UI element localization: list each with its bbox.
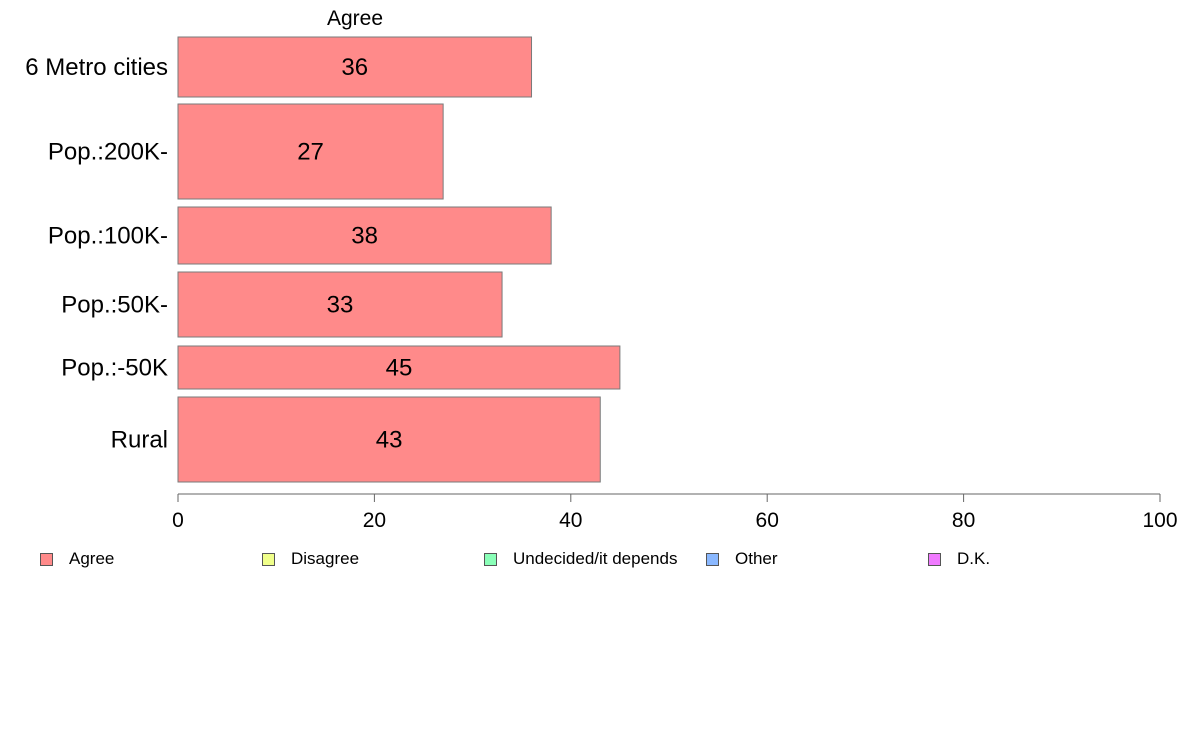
x-tick-label-60: 60 — [756, 509, 779, 532]
category-label-pop-50k: Pop.:50K- — [61, 292, 168, 319]
x-tick-label-20: 20 — [363, 509, 386, 532]
bar-chart: Agree 36 27 38 33 45 43 6 Metro cities Pop.:20… — [25, 7, 1177, 532]
legend-label-undecided: Undecided/it depends — [513, 549, 678, 568]
data-label-pop-200k: 27 — [297, 139, 324, 166]
legend-item-dk: D.K. — [928, 548, 990, 570]
category-label-pop-50k: Pop.:-50K — [61, 355, 168, 382]
bar-pop-100k — [177, 206, 552, 265]
bar-pop-200k — [177, 103, 444, 200]
bar-pop-50k — [177, 271, 503, 338]
legend-swatch-disagree — [262, 552, 275, 566]
legend-label-dk: D.K. — [957, 549, 991, 568]
legend-swatch-other — [706, 552, 719, 566]
legend-item-agree: Agree — [40, 548, 114, 570]
legend-swatch-undecided — [484, 552, 497, 566]
legend-item-other: Other — [706, 548, 778, 570]
category-label-6-metro-cities: 6 Metro cities — [25, 54, 168, 81]
chart-title: Agree — [327, 7, 383, 30]
legend-item-undecided: Undecided/it depends — [484, 548, 677, 570]
legend-label-disagree: Disagree — [291, 549, 360, 568]
data-label-6-metro-cities: 36 — [341, 54, 368, 81]
x-tick-label-40: 40 — [559, 509, 582, 532]
bar-6-metro-cities — [177, 36, 533, 98]
legend-swatch-agree — [40, 552, 53, 566]
data-label-pop-100k: 38 — [351, 223, 378, 250]
category-label-pop-200k: Pop.:200K- — [48, 139, 168, 166]
data-label-rural: 43 — [376, 427, 403, 454]
x-tick-label-0: 0 — [172, 509, 184, 532]
x-tick-label-80: 80 — [952, 509, 975, 532]
legend-swatch-dk — [928, 552, 941, 566]
data-label-pop-50k: 33 — [327, 292, 354, 319]
legend-label-other: Other — [735, 549, 778, 568]
data-label-pop-50k: 45 — [386, 355, 413, 382]
bar-rural — [177, 396, 601, 483]
legend: Agree Disagree Undecided/it depends Othe… — [0, 548, 1188, 572]
legend-label-agree: Agree — [69, 549, 115, 568]
category-label-rural: Rural — [111, 427, 168, 454]
bar-pop-50k — [177, 345, 621, 390]
category-label-pop-100k: Pop.:100K- — [48, 223, 168, 250]
x-tick-label-100: 100 — [1142, 509, 1177, 532]
legend-item-disagree: Disagree — [262, 548, 359, 570]
